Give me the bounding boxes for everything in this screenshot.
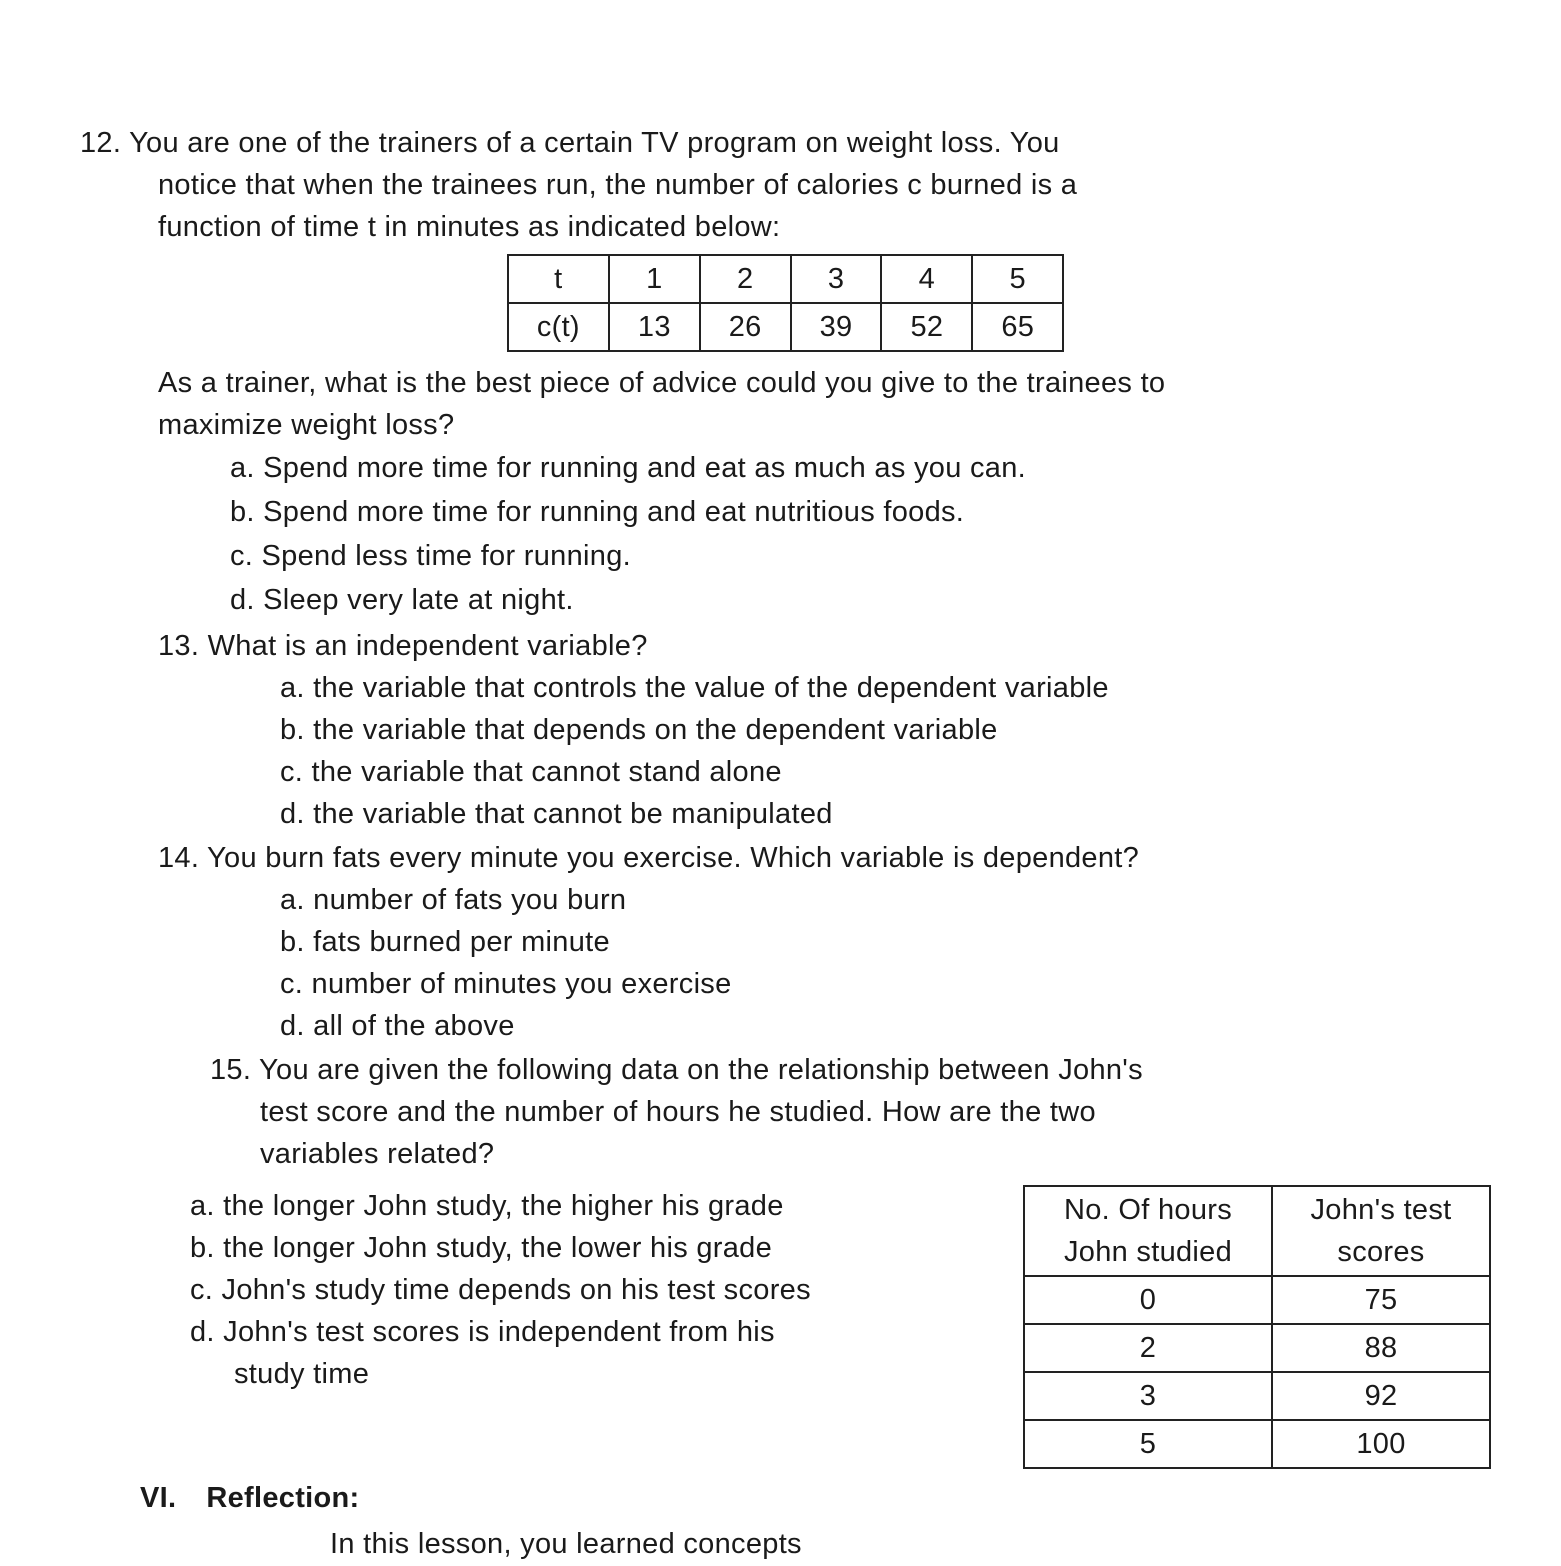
q12-intro-line2: notice that when the trainees run, the n… xyxy=(80,164,1491,206)
q12-intro1-text: You are one of the trainers of a certain… xyxy=(129,127,1060,159)
q15-option-b: b. the longer John study, the lower his … xyxy=(190,1227,993,1269)
q13-option-a: a. the variable that controls the value … xyxy=(80,667,1491,709)
q12-option-c: c. Spend less time for running. xyxy=(230,534,1491,578)
table-row: 5 100 xyxy=(1024,1420,1490,1468)
cell: 2 xyxy=(1024,1324,1272,1372)
q15-stem-line2: test score and the number of hours he st… xyxy=(80,1091,1491,1133)
q14-option-b: b. fats burned per minute xyxy=(80,921,1491,963)
q14-stem: 14. You burn fats every minute you exerc… xyxy=(80,837,1491,879)
cell: 65 xyxy=(972,303,1063,351)
q12-after-line1: As a trainer, what is the best piece of … xyxy=(80,362,1491,404)
cell: 100 xyxy=(1272,1420,1490,1468)
cell: 13 xyxy=(609,303,700,351)
q15-option-d-line2: study time xyxy=(190,1353,993,1395)
q14-option-c: c. number of minutes you exercise xyxy=(80,963,1491,1005)
q15-option-d-line1: d. John's test scores is independent fro… xyxy=(190,1311,993,1353)
cell: 39 xyxy=(791,303,882,351)
question-14: 14. You burn fats every minute you exerc… xyxy=(80,837,1491,1047)
q12-table: t 1 2 3 4 5 c(t) 13 26 39 52 65 xyxy=(507,254,1064,352)
q13-stem: 13. What is an independent variable? xyxy=(80,625,1491,667)
cell-ct-label: c(t) xyxy=(508,303,609,351)
worksheet-page: 12. You are one of the trainers of a cer… xyxy=(0,0,1561,1566)
cell: 1 xyxy=(609,255,700,303)
q15-option-a: a. the longer John study, the higher his… xyxy=(190,1185,993,1227)
section-number: VI. xyxy=(140,1477,176,1519)
q12-number: 12. xyxy=(80,127,121,159)
q12-option-a: a. Spend more time for running and eat a… xyxy=(230,446,1491,490)
q15-table: No. Of hours John studied John's test sc… xyxy=(1023,1185,1491,1469)
cell: 26 xyxy=(700,303,791,351)
section-vi: VI. Reflection: xyxy=(80,1477,1491,1519)
cell-t-label: t xyxy=(508,255,609,303)
q15-option-c: c. John's study time depends on his test… xyxy=(190,1269,993,1311)
q14-option-a: a. number of fats you burn xyxy=(80,879,1491,921)
table-row: 2 88 xyxy=(1024,1324,1490,1372)
cell: 3 xyxy=(791,255,882,303)
question-13: 13. What is an independent variable? a. … xyxy=(80,625,1491,835)
cell: 5 xyxy=(972,255,1063,303)
q15-th-hours: No. Of hours John studied xyxy=(1024,1186,1272,1276)
cell: 0 xyxy=(1024,1276,1272,1324)
section-title: Reflection: xyxy=(206,1477,359,1519)
table-row: No. Of hours John studied John's test sc… xyxy=(1024,1186,1490,1276)
question-15: 15. You are given the following data on … xyxy=(80,1049,1491,1469)
q13-option-b: b. the variable that depends on the depe… xyxy=(80,709,1491,751)
q12-intro-line1: 12. You are one of the trainers of a cer… xyxy=(80,122,1491,164)
q15-stem-line3: variables related? xyxy=(80,1133,1491,1175)
lesson-intro: In this lesson, you learned concepts xyxy=(80,1523,1491,1565)
q15-options: a. the longer John study, the higher his… xyxy=(190,1185,993,1395)
cell: 52 xyxy=(881,303,972,351)
q12-options: a. Spend more time for running and eat a… xyxy=(80,446,1491,622)
cell: 5 xyxy=(1024,1420,1272,1468)
cell: 4 xyxy=(881,255,972,303)
table-row: t 1 2 3 4 5 xyxy=(508,255,1063,303)
cell: 88 xyxy=(1272,1324,1490,1372)
q12-option-b: b. Spend more time for running and eat n… xyxy=(230,490,1491,534)
q15-stem-line1: 15. You are given the following data on … xyxy=(80,1049,1491,1091)
cell: 92 xyxy=(1272,1372,1490,1420)
q13-option-c: c. the variable that cannot stand alone xyxy=(80,751,1491,793)
cell: 2 xyxy=(700,255,791,303)
q12-intro-line3: function of time t in minutes as indicat… xyxy=(80,206,1491,248)
q15-content-row: a. the longer John study, the higher his… xyxy=(80,1185,1491,1469)
table-row: c(t) 13 26 39 52 65 xyxy=(508,303,1063,351)
table-row: 0 75 xyxy=(1024,1276,1490,1324)
table-row: 3 92 xyxy=(1024,1372,1490,1420)
q12-after-line2: maximize weight loss? xyxy=(80,404,1491,446)
q13-option-d: d. the variable that cannot be manipulat… xyxy=(80,793,1491,835)
q14-option-d: d. all of the above xyxy=(80,1005,1491,1047)
cell: 3 xyxy=(1024,1372,1272,1420)
q12-option-d: d. Sleep very late at night. xyxy=(230,578,1491,622)
q15-th-scores: John's test scores xyxy=(1272,1186,1490,1276)
cell: 75 xyxy=(1272,1276,1490,1324)
question-12: 12. You are one of the trainers of a cer… xyxy=(80,122,1491,623)
